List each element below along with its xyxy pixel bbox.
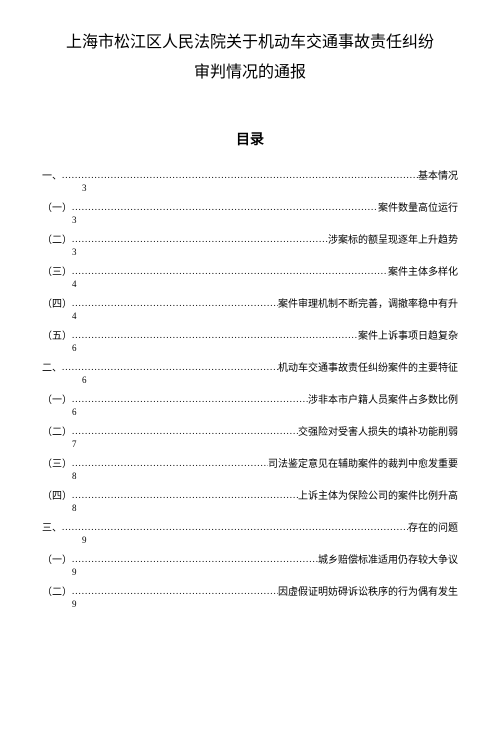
entry-number: （四）: [42, 295, 72, 310]
entry-label: 因虚假证明妨碍诉讼秩序的行为偶有发生: [278, 583, 458, 598]
toc-entry: （一） 城乡赔偿标准适用仍存较大争议9: [42, 551, 458, 577]
entry-page-number: 3: [42, 215, 458, 225]
entry-page-number: 8: [42, 503, 458, 513]
entry-page-number: 6: [42, 375, 458, 385]
toc-entry: （三） 案件主体多样化4: [42, 263, 458, 289]
toc-entry: 三、 存在的问题9: [42, 519, 458, 545]
toc-entry: 二、 机动车交通事故责任纠纷案件的主要特征6: [42, 359, 458, 385]
toc-line: （二） 交强险对受害人损失的填补功能削弱: [42, 423, 458, 438]
entry-page-number: 9: [42, 567, 458, 577]
toc-entry: （二） 交强险对受害人损失的填补功能削弱7: [42, 423, 458, 449]
leader-dots: [72, 554, 318, 564]
toc-line: （三） 司法鉴定意见在辅助案件的裁判中愈发重要: [42, 455, 458, 470]
entry-page-number: 6: [42, 343, 458, 353]
entry-number: 一、: [42, 167, 62, 182]
table-of-contents: 一、基本情况3（一）案件数量高位运行3（二）涉案标的额呈现逐年上升趋势3（三）案…: [42, 167, 458, 609]
entry-number: （一）: [42, 391, 72, 406]
leader-dots: [72, 330, 358, 340]
entry-number: （三）: [42, 263, 72, 278]
toc-line: 三、 存在的问题: [42, 519, 458, 534]
entry-page-number: 6: [42, 407, 458, 417]
entry-page-number: 4: [42, 279, 458, 289]
toc-line: （四） 上诉主体为保险公司的案件比例升高: [42, 487, 458, 502]
entry-label: 司法鉴定意见在辅助案件的裁判中愈发重要: [268, 455, 458, 470]
entry-label: 案件上诉事项日趋复杂: [358, 327, 458, 342]
toc-line: （五） 案件上诉事项日趋复杂: [42, 327, 458, 342]
entry-number: （五）: [42, 327, 72, 342]
leader-dots: [72, 490, 298, 500]
leader-dots: [72, 426, 298, 436]
entry-page-number: 7: [42, 439, 458, 449]
entry-label: 城乡赔偿标准适用仍存较大争议: [318, 551, 458, 566]
title-line-1: 上海市松江区人民法院关于机动车交通事故责任纠纷: [42, 28, 458, 58]
entry-number: （二）: [42, 583, 72, 598]
entry-number: （二）: [42, 231, 72, 246]
toc-entry: （一） 涉非本市户籍人员案件占多数比例6: [42, 391, 458, 417]
toc-line: （四） 案件审理机制不断完善，调撤率稳中有升: [42, 295, 458, 310]
title-line-2: 审判情况的通报: [42, 58, 458, 88]
entry-label: 机动车交通事故责任纠纷案件的主要特征: [278, 359, 458, 374]
leader-dots: [72, 202, 378, 212]
leader-dots: [62, 362, 278, 372]
toc-entry: （四） 案件审理机制不断完善，调撤率稳中有升4: [42, 295, 458, 321]
entry-number: （二）: [42, 423, 72, 438]
entry-page-number: 9: [42, 599, 458, 609]
toc-line: （三） 案件主体多样化: [42, 263, 458, 278]
leader-dots: [62, 522, 408, 532]
toc-line: （二） 涉案标的额呈现逐年上升趋势: [42, 231, 458, 246]
leader-dots: [72, 234, 328, 244]
document-title: 上海市松江区人民法院关于机动车交通事故责任纠纷 审判情况的通报: [42, 28, 458, 89]
leader-dots: [72, 266, 388, 276]
toc-line: （二） 因虚假证明妨碍诉讼秩序的行为偶有发生: [42, 583, 458, 598]
entry-page-number: 4: [42, 311, 458, 321]
entry-number: （四）: [42, 487, 72, 502]
entry-label: 基本情况: [418, 167, 458, 182]
entry-label: 案件主体多样化: [388, 263, 458, 278]
leader-dots: [72, 298, 278, 308]
entry-number: （一）: [42, 199, 72, 214]
entry-page-number: 9: [42, 535, 458, 545]
toc-entry: （三） 司法鉴定意见在辅助案件的裁判中愈发重要8: [42, 455, 458, 481]
entry-number: （三）: [42, 455, 72, 470]
toc-line: 二、 机动车交通事故责任纠纷案件的主要特征: [42, 359, 458, 374]
leader-dots: [72, 586, 278, 596]
entry-number: （一）: [42, 551, 72, 566]
entry-number: 二、: [42, 359, 62, 374]
entry-label: 存在的问题: [408, 519, 458, 534]
toc-entry: 一、 基本情况3: [42, 167, 458, 193]
entry-label: 上诉主体为保险公司的案件比例升高: [298, 487, 458, 502]
entry-label: 涉案标的额呈现逐年上升趋势: [328, 231, 458, 246]
toc-line: 一、 基本情况: [42, 167, 458, 182]
leader-dots: [72, 458, 268, 468]
entry-page-number: 8: [42, 471, 458, 481]
entry-label: 交强险对受害人损失的填补功能削弱: [298, 423, 458, 438]
toc-entry: （五） 案件上诉事项日趋复杂6: [42, 327, 458, 353]
entry-label: 案件审理机制不断完善，调撤率稳中有升: [278, 295, 458, 310]
entry-page-number: 3: [42, 183, 458, 193]
entry-number: 三、: [42, 519, 62, 534]
entry-label: 案件数量高位运行: [378, 199, 458, 214]
toc-line: （一） 城乡赔偿标准适用仍存较大争议: [42, 551, 458, 566]
leader-dots: [62, 170, 418, 180]
toc-entry: （一） 案件数量高位运行3: [42, 199, 458, 225]
entry-label: 涉非本市户籍人员案件占多数比例: [308, 391, 458, 406]
toc-line: （一） 案件数量高位运行: [42, 199, 458, 214]
entry-page-number: 3: [42, 247, 458, 257]
toc-line: （一） 涉非本市户籍人员案件占多数比例: [42, 391, 458, 406]
leader-dots: [72, 394, 308, 404]
toc-entry: （四） 上诉主体为保险公司的案件比例升高8: [42, 487, 458, 513]
toc-entry: （二） 因虚假证明妨碍诉讼秩序的行为偶有发生9: [42, 583, 458, 609]
toc-heading: 目录: [42, 129, 458, 149]
toc-entry: （二） 涉案标的额呈现逐年上升趋势3: [42, 231, 458, 257]
